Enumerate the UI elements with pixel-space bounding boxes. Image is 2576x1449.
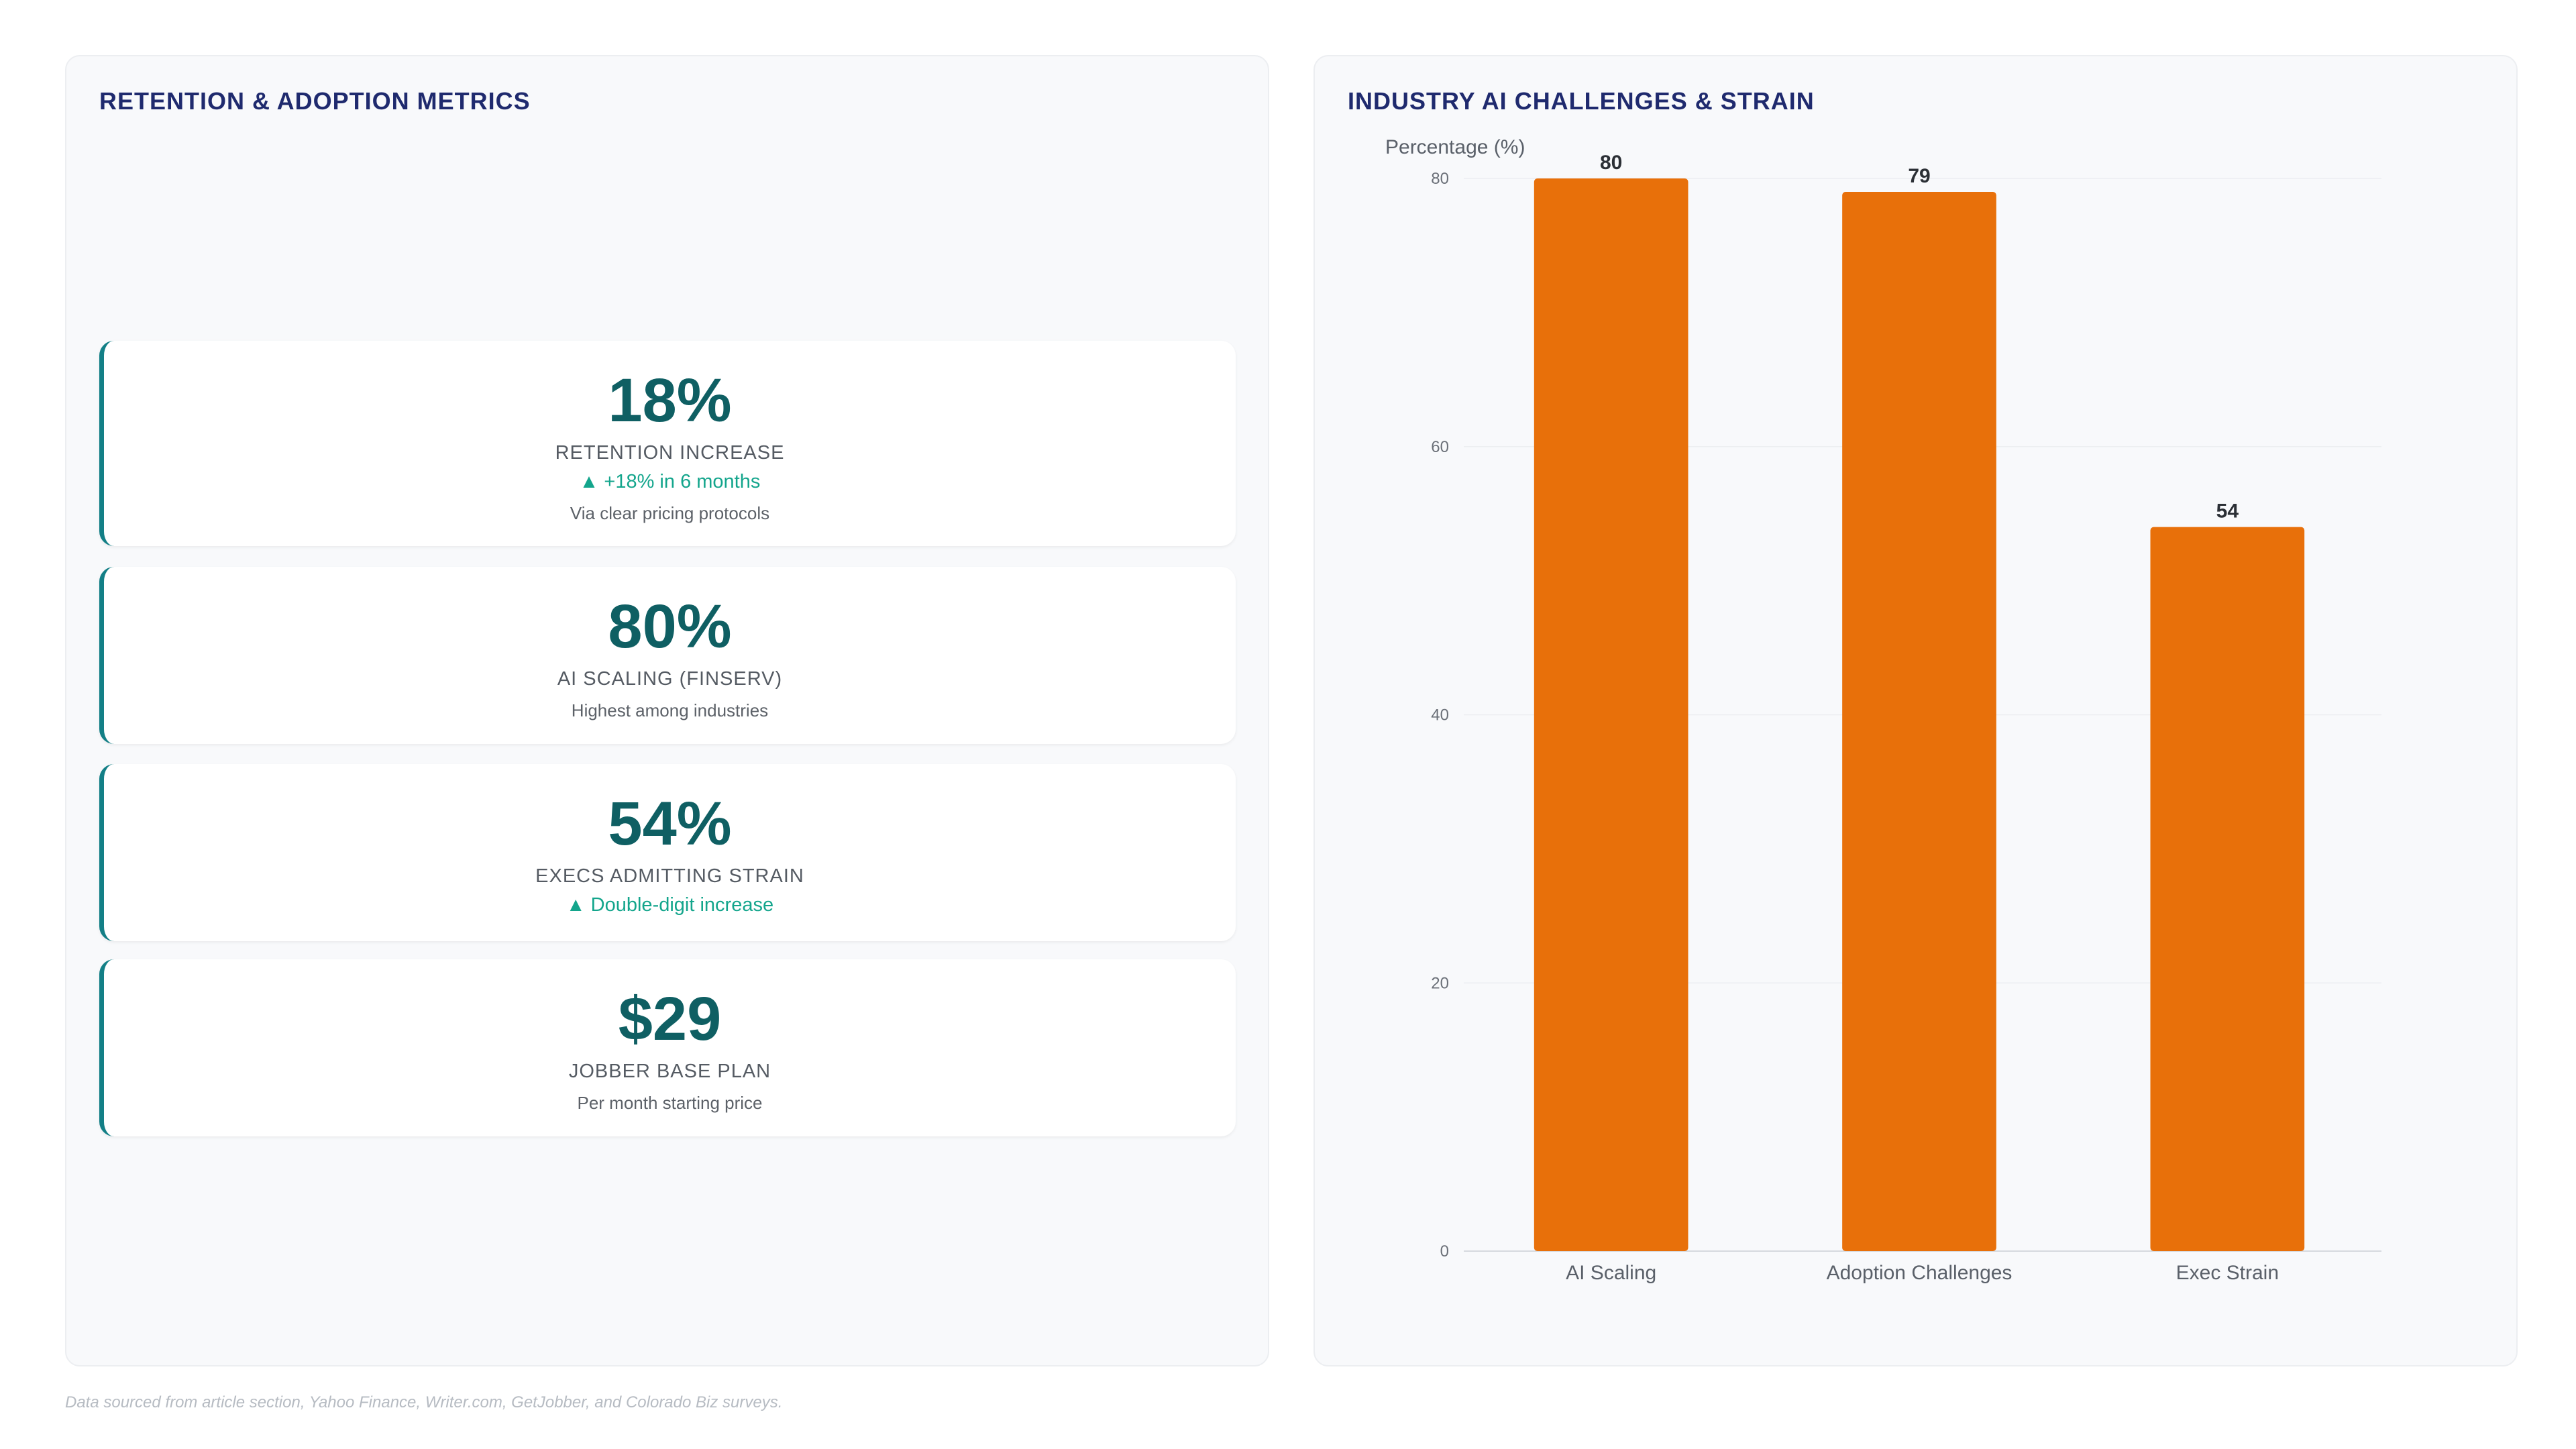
metric-value: 18% bbox=[608, 366, 732, 435]
chart-panel-title: INDUSTRY AI CHALLENGES & STRAIN bbox=[1348, 87, 1815, 115]
bar-exec-strain bbox=[2150, 527, 2305, 1251]
metric-value: $29 bbox=[618, 985, 722, 1053]
y-tick-label: 0 bbox=[1440, 1242, 1449, 1260]
y-tick-label: 60 bbox=[1431, 438, 1449, 456]
retention-metrics-panel: RETENTION & ADOPTION METRICS 18% RETENTI… bbox=[65, 55, 1269, 1366]
bar-data-label: 79 bbox=[1908, 165, 1930, 187]
metric-trend: ▲ +18% in 6 months bbox=[579, 471, 761, 492]
metric-card-retention: 18% RETENTION INCREASE ▲ +18% in 6 month… bbox=[99, 341, 1236, 546]
metric-label: JOBBER BASE PLAN bbox=[568, 1061, 771, 1082]
bar-data-label: 54 bbox=[2216, 500, 2239, 523]
metric-note: Via clear pricing protocols bbox=[570, 503, 770, 523]
metric-value: 80% bbox=[608, 592, 732, 661]
y-axis-label: Percentage (%) bbox=[1385, 136, 1525, 158]
x-tick-label: Adoption Challenges bbox=[1827, 1262, 2012, 1284]
metric-note: Per month starting price bbox=[577, 1093, 763, 1113]
x-tick-label: Exec Strain bbox=[2176, 1262, 2279, 1284]
bar-chart: 0 20 40 60 80 80 79 54 AI Scaling Adoption Chal… bbox=[1385, 136, 2381, 1284]
metric-label: EXECS ADMITTING STRAIN bbox=[535, 865, 804, 887]
metric-card-ai-scaling: 80% AI SCALING (FINSERV) Highest among i… bbox=[99, 567, 1236, 744]
metric-trend: ▲ Double-digit increase bbox=[566, 894, 774, 916]
chart-data-labels: 80 79 54 bbox=[1600, 152, 2239, 523]
industry-challenges-panel: INDUSTRY AI CHALLENGES & STRAIN 0 20 40 60 8… bbox=[1313, 55, 2518, 1366]
metric-note: Highest among industries bbox=[571, 700, 769, 720]
y-tick-label: 20 bbox=[1431, 974, 1449, 992]
metric-label: RETENTION INCREASE bbox=[555, 442, 785, 464]
y-axis-ticks: 0 20 40 60 80 bbox=[1431, 170, 1449, 1260]
metric-label: AI SCALING (FINSERV) bbox=[557, 668, 783, 690]
bar-ai-scaling bbox=[1534, 178, 1688, 1251]
x-axis-ticks: AI Scaling Adoption Challenges Exec Strain bbox=[1566, 1262, 2279, 1284]
bar-adoption-challenges bbox=[1842, 191, 1996, 1251]
bar-data-label: 80 bbox=[1600, 152, 1622, 174]
chart-bars bbox=[1534, 178, 2305, 1251]
data-source-footnote: Data sourced from article section, Yahoo… bbox=[65, 1393, 783, 1411]
x-tick-label: AI Scaling bbox=[1566, 1262, 1656, 1284]
metric-card-jobber-plan: $29 JOBBER BASE PLAN Per month starting … bbox=[99, 959, 1236, 1136]
metric-card-exec-strain: 54% EXECS ADMITTING STRAIN ▲ Double-digi… bbox=[99, 764, 1236, 941]
y-tick-label: 80 bbox=[1431, 170, 1449, 188]
metric-value: 54% bbox=[608, 790, 732, 858]
retention-panel-title: RETENTION & ADOPTION METRICS bbox=[99, 87, 531, 115]
y-tick-label: 40 bbox=[1431, 706, 1449, 724]
